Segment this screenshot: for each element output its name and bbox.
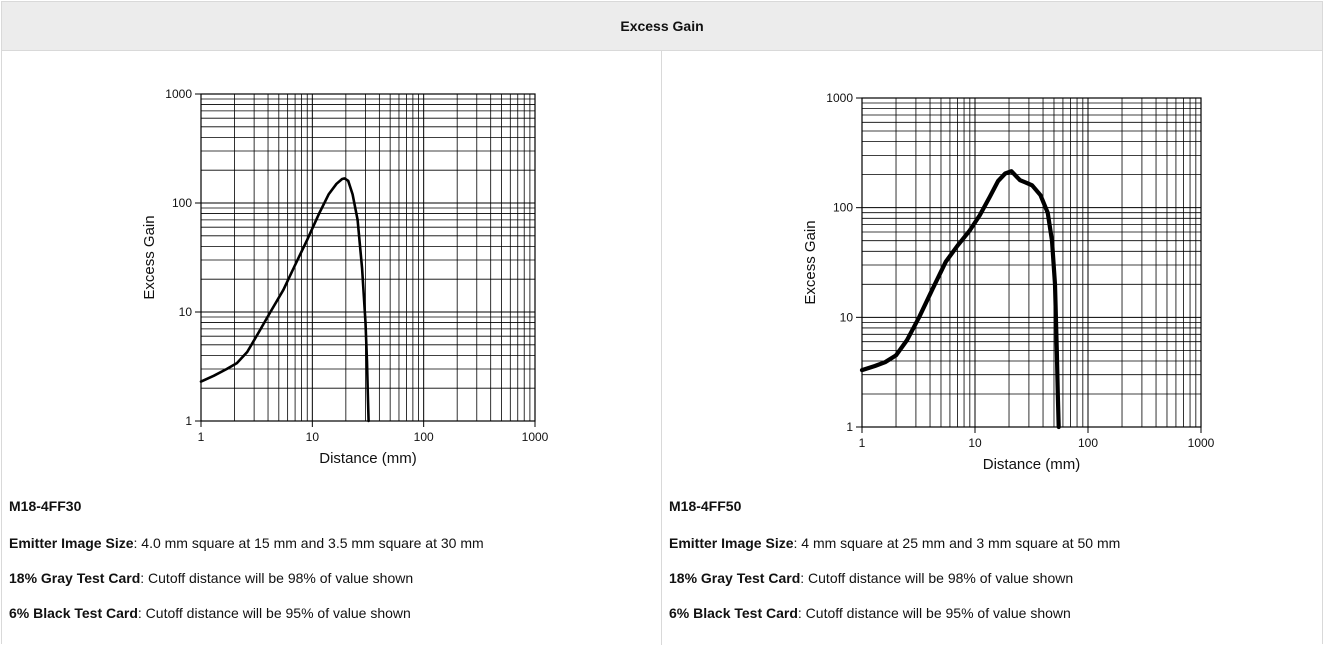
x-tick-label: 1000 xyxy=(522,430,549,444)
header-title: Excess Gain xyxy=(620,18,704,34)
black-card-note: 6% Black Test Card: Cutoff distance will… xyxy=(669,605,1071,621)
note-label: 6% Black Test Card xyxy=(9,605,138,621)
black-card-note: 6% Black Test Card: Cutoff distance will… xyxy=(9,605,411,621)
y-axis-label: Excess Gain xyxy=(802,220,819,304)
y-axis-label: Excess Gain xyxy=(141,215,158,299)
note-text: : Cutoff distance will be 95% of value s… xyxy=(797,605,1071,621)
note-text: : Cutoff distance will be 98% of value s… xyxy=(140,570,414,586)
y-tick-label: 1000 xyxy=(826,91,853,105)
y-tick-label: 10 xyxy=(840,310,854,324)
y-tick-label: 1 xyxy=(185,414,192,428)
model-name: M18-4FF30 xyxy=(9,498,82,514)
note-label: Emitter Image Size xyxy=(9,535,134,551)
y-tick-label: 100 xyxy=(172,196,192,210)
model-name: M18-4FF50 xyxy=(669,498,742,514)
y-tick-label: 10 xyxy=(179,305,193,319)
x-tick-label: 10 xyxy=(306,430,320,444)
note-label: 18% Gray Test Card xyxy=(669,570,801,586)
note-label: Emitter Image Size xyxy=(669,535,794,551)
excess-gain-curve xyxy=(859,169,1061,430)
x-tick-label: 1 xyxy=(198,430,205,444)
note-label: 6% Black Test Card xyxy=(669,605,798,621)
note-text: : Cutoff distance will be 95% of value s… xyxy=(137,605,411,621)
x-axis-label: Distance (mm) xyxy=(319,450,417,467)
note-text: : Cutoff distance will be 98% of value s… xyxy=(800,570,1074,586)
panel-left: 1 10 100 1000 1 10 100 1000 Distance (mm) Excess … xyxy=(2,51,662,645)
excess-gain-chart-right: 1 10 100 1000 1 10 100 1000 Distance (mm) Excess … xyxy=(802,91,1215,473)
x-tick-label: 10 xyxy=(968,436,982,450)
excess-gain-curve xyxy=(199,177,370,423)
gray-card-note: 18% Gray Test Card: Cutoff distance will… xyxy=(9,570,413,586)
x-tick-label: 1000 xyxy=(1188,436,1215,450)
y-tick-label: 100 xyxy=(833,201,853,215)
grid xyxy=(861,98,1201,428)
emitter-image-size-note: Emitter Image Size: 4 mm square at 25 mm… xyxy=(669,535,1120,551)
note-text: : 4 mm square at 25 mm and 3 mm square a… xyxy=(793,535,1121,551)
x-tick-label: 100 xyxy=(1078,436,1098,450)
panel-right: 1 10 100 1000 1 10 100 1000 Distance (mm) Excess … xyxy=(662,51,1322,645)
table-header: Excess Gain xyxy=(2,2,1322,51)
x-tick-label: 1 xyxy=(859,436,866,450)
gray-card-note: 18% Gray Test Card: Cutoff distance will… xyxy=(669,570,1073,586)
panels-row: 1 10 100 1000 1 10 100 1000 Distance (mm) Excess … xyxy=(2,51,1322,645)
emitter-image-size-note: Emitter Image Size: 4.0 mm square at 15 … xyxy=(9,535,484,551)
y-tick-label: 1000 xyxy=(165,87,192,101)
x-axis-label: Distance (mm) xyxy=(983,456,1081,473)
note-text: : 4.0 mm square at 15 mm and 3.5 mm squa… xyxy=(133,535,484,551)
y-tick-label: 1 xyxy=(846,420,853,434)
x-tick-label: 100 xyxy=(414,430,434,444)
note-label: 18% Gray Test Card xyxy=(9,570,141,586)
excess-gain-chart-left: 1 10 100 1000 1 10 100 1000 Distance (mm) Excess … xyxy=(141,87,549,467)
plot-frame xyxy=(861,97,1202,428)
grid xyxy=(200,94,535,422)
